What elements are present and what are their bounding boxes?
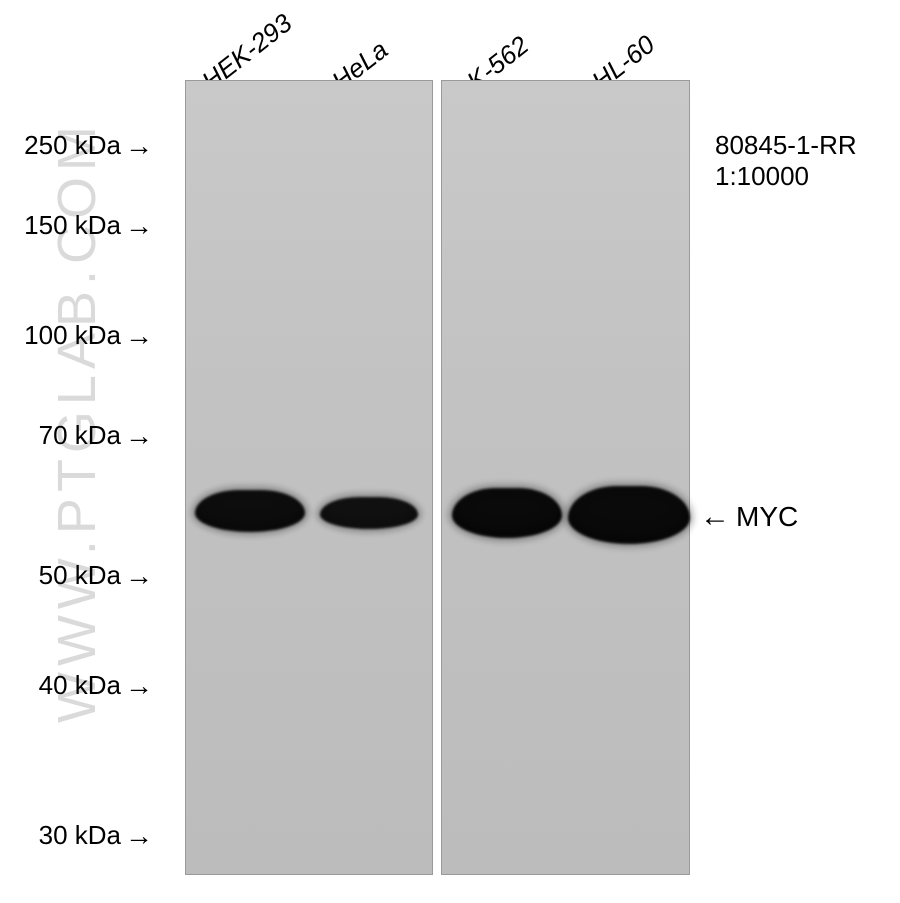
arrow-right-icon: → xyxy=(125,822,153,850)
arrow-right-icon: → xyxy=(125,212,153,240)
catalog-annotation: 80845-1-RR 1:10000 xyxy=(715,130,857,192)
arrow-right-icon: → xyxy=(125,422,153,450)
arrow-right-icon: → xyxy=(125,322,153,350)
marker-30kda: 30 kDa → xyxy=(0,820,153,851)
arrow-right-icon: → xyxy=(125,132,153,160)
band-lane1 xyxy=(195,490,305,532)
arrow-left-icon: ← xyxy=(700,500,730,534)
marker-150kda: 150 kDa → xyxy=(0,210,153,241)
band-annotation-label: MYC xyxy=(736,501,798,533)
band-lane3 xyxy=(452,488,562,538)
marker-label: 150 kDa xyxy=(0,210,125,241)
band-lane4 xyxy=(568,486,690,544)
marker-label: 40 kDa xyxy=(0,670,125,701)
band-annotation: ← MYC xyxy=(700,500,798,534)
membrane-left xyxy=(185,80,433,875)
marker-label: 30 kDa xyxy=(0,820,125,851)
marker-label: 100 kDa xyxy=(0,320,125,351)
marker-40kda: 40 kDa → xyxy=(0,670,153,701)
arrow-right-icon: → xyxy=(125,672,153,700)
catalog-number: 80845-1-RR xyxy=(715,130,857,161)
dilution-ratio: 1:10000 xyxy=(715,161,857,192)
marker-label: 50 kDa xyxy=(0,560,125,591)
marker-250kda: 250 kDa → xyxy=(0,130,153,161)
membrane-right xyxy=(441,80,690,875)
arrow-right-icon: → xyxy=(125,562,153,590)
figure-container: WWW.PTGLAB.COM HEK-293 HeLa K-562 HL-60 … xyxy=(0,0,900,903)
marker-50kda: 50 kDa → xyxy=(0,560,153,591)
marker-100kda: 100 kDa → xyxy=(0,320,153,351)
marker-label: 250 kDa xyxy=(0,130,125,161)
blot-area xyxy=(185,80,690,875)
band-lane2 xyxy=(320,497,418,529)
marker-label: 70 kDa xyxy=(0,420,125,451)
marker-70kda: 70 kDa → xyxy=(0,420,153,451)
